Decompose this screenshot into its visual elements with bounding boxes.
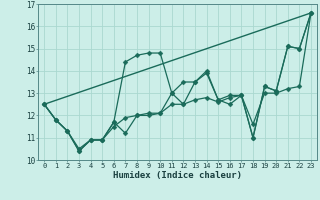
X-axis label: Humidex (Indice chaleur): Humidex (Indice chaleur) (113, 171, 242, 180)
